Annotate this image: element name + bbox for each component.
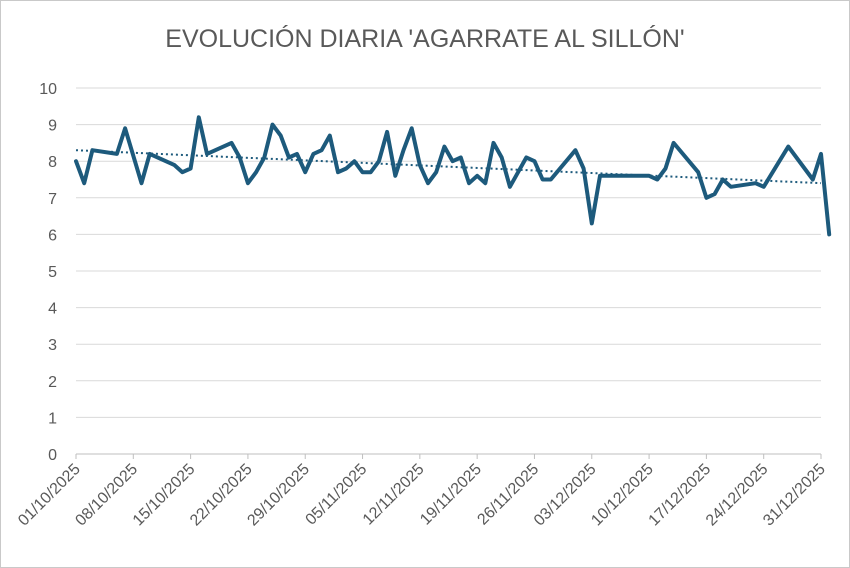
y-tick-label: 0 (48, 447, 57, 464)
y-tick-label: 1 (48, 410, 57, 427)
x-tick-label: 12/11/2025 (360, 461, 428, 529)
x-tick-label: 19/11/2025 (417, 461, 485, 529)
y-tick-label: 7 (48, 191, 57, 208)
x-tick-label: 31/12/2025 (760, 461, 829, 530)
y-tick-label: 2 (48, 374, 57, 391)
series-line (74, 115, 832, 237)
x-tick-label: 29/10/2025 (244, 461, 313, 530)
chart-title: EVOLUCIÓN DIARIA 'AGARRATE AL SILLÓN' (165, 25, 685, 53)
y-tick-label: 8 (48, 154, 57, 171)
x-tick-label: 05/11/2025 (303, 461, 371, 529)
y-tick-label: 6 (48, 227, 57, 244)
y-tick-label: 5 (48, 264, 57, 281)
y-tick-label: 4 (48, 301, 57, 318)
y-tick-label: 9 (48, 118, 57, 135)
trendline (75, 149, 822, 185)
y-tick-label: 10 (39, 81, 57, 98)
y-tick-label: 3 (48, 337, 57, 354)
